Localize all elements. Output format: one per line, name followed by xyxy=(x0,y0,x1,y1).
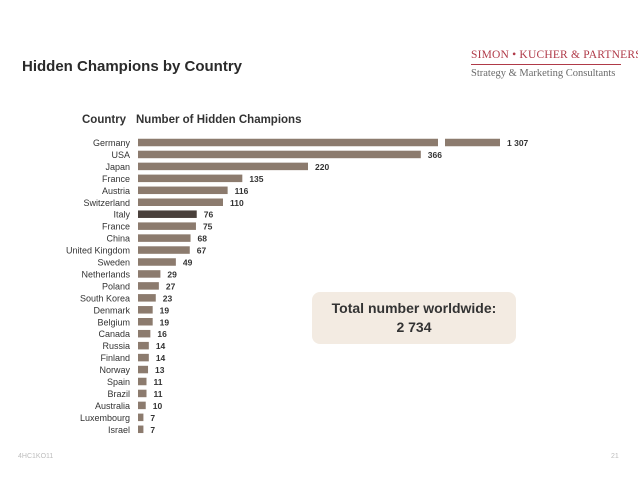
category-label: Germany xyxy=(93,138,131,148)
category-label: United Kingdom xyxy=(66,246,130,256)
bar xyxy=(138,413,144,422)
total-callout: Total number worldwide: 2 734 xyxy=(312,292,516,344)
value-label: 10 xyxy=(153,401,163,411)
bar-segment xyxy=(445,138,500,147)
value-label: 110 xyxy=(230,198,244,208)
brand-tagline: Strategy & Marketing Consultants xyxy=(471,68,616,79)
bar xyxy=(138,198,223,206)
value-label: 11 xyxy=(153,389,162,399)
bar xyxy=(138,329,151,338)
bar xyxy=(138,401,146,410)
value-label: 7 xyxy=(150,413,155,423)
bar xyxy=(138,210,197,218)
bar xyxy=(138,222,196,230)
value-label: 14 xyxy=(156,341,166,351)
category-label: Brazil xyxy=(107,389,130,399)
value-label: 49 xyxy=(183,258,193,268)
bar xyxy=(138,353,149,362)
value-label: 76 xyxy=(204,210,214,220)
value-label: 27 xyxy=(166,281,176,291)
category-label: Sweden xyxy=(97,258,130,268)
category-label: Israel xyxy=(108,425,130,435)
bar xyxy=(138,294,156,302)
page-title: Hidden Champions by Country xyxy=(22,58,243,75)
category-label: Netherlands xyxy=(81,269,130,279)
total-callout-label: Total number worldwide: xyxy=(331,300,497,316)
bar xyxy=(138,138,438,147)
bar xyxy=(138,270,161,278)
bar xyxy=(138,365,149,374)
value-label: 366 xyxy=(428,150,442,160)
footer-code: 4HC1KO11 xyxy=(18,453,54,460)
brand-divider xyxy=(471,64,621,65)
value-label: 23 xyxy=(163,293,173,303)
category-label: France xyxy=(102,174,130,184)
category-label: Spain xyxy=(107,377,130,387)
bar xyxy=(138,258,176,266)
bar xyxy=(138,186,228,195)
column-header-count: Number of Hidden Champions xyxy=(136,114,302,126)
value-label: 135 xyxy=(249,174,263,184)
brand-logo: SIMON • KUCHER & PARTNERS Strategy & Mar… xyxy=(471,49,638,79)
value-label: 14 xyxy=(156,353,166,363)
page-number: 21 xyxy=(611,453,619,460)
value-label: 75 xyxy=(203,222,213,232)
bar xyxy=(138,246,190,254)
bar xyxy=(138,162,308,171)
category-label: Australia xyxy=(95,401,130,411)
value-label: 116 xyxy=(235,186,249,196)
bar xyxy=(138,174,243,183)
value-label: 1 307 xyxy=(507,138,529,148)
category-label: South Korea xyxy=(80,293,130,303)
value-label: 13 xyxy=(155,365,165,375)
value-label: 220 xyxy=(315,162,329,172)
brand-name: SIMON • KUCHER & PARTNERS xyxy=(471,49,638,61)
value-label: 16 xyxy=(157,329,167,339)
value-label: 29 xyxy=(167,269,177,279)
category-label: USA xyxy=(111,150,130,160)
category-label: Canada xyxy=(98,329,130,339)
category-label: Russia xyxy=(102,341,130,351)
bar xyxy=(138,377,147,386)
category-label: Poland xyxy=(102,281,130,291)
value-label: 11 xyxy=(153,377,162,387)
bar xyxy=(138,306,153,314)
category-label: Luxembourg xyxy=(80,413,130,423)
bar xyxy=(138,318,153,326)
category-label: France xyxy=(102,222,130,232)
value-label: 19 xyxy=(160,305,170,315)
value-label: 67 xyxy=(197,246,207,256)
value-label: 19 xyxy=(160,317,170,327)
category-label: Switzerland xyxy=(83,198,130,208)
value-label: 68 xyxy=(198,234,208,244)
bar xyxy=(138,341,149,350)
category-label: China xyxy=(106,234,130,244)
value-label: 7 xyxy=(150,425,155,435)
category-label: Finland xyxy=(100,353,130,363)
bar xyxy=(138,234,191,242)
bar xyxy=(138,282,159,290)
bar xyxy=(138,389,147,398)
category-label: Japan xyxy=(105,162,130,172)
category-label: Norway xyxy=(99,365,130,375)
bar xyxy=(138,150,421,159)
category-label: Belgium xyxy=(97,317,130,327)
category-label: Austria xyxy=(102,186,130,196)
category-label: Italy xyxy=(113,210,130,220)
column-header-country: Country xyxy=(82,114,127,126)
bar xyxy=(138,425,144,434)
category-label: Denmark xyxy=(93,305,130,315)
total-callout-value: 2 734 xyxy=(396,319,432,335)
